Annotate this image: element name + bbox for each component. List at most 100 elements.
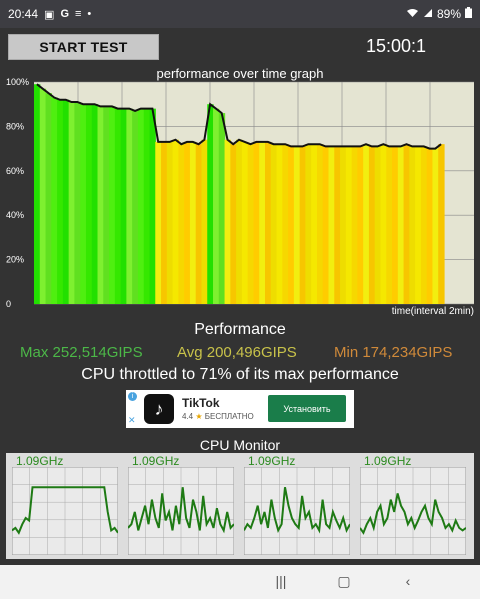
core-frequency: 1.09GHz [132, 454, 180, 468]
performance-bar [149, 108, 156, 304]
y-tick-label: 0 [6, 299, 11, 309]
ad-info-icon[interactable]: i [128, 392, 137, 401]
performance-bar [299, 146, 307, 304]
start-test-button[interactable]: START TEST [8, 34, 159, 60]
performance-bar [334, 146, 341, 304]
core-trace-chart [128, 467, 234, 555]
ad-app-name: TikTok [182, 396, 220, 410]
performance-bar [166, 141, 174, 304]
performance-bar [143, 108, 151, 304]
performance-bar [253, 141, 260, 304]
core-trace-chart [360, 467, 466, 555]
cpu-core-1: 1.09GHz [122, 453, 236, 559]
performance-chart: 0 20% 40% 60% 80% 100% [6, 77, 474, 309]
install-button[interactable]: Установить [268, 395, 346, 422]
tiktok-logo-icon: ♪ [144, 394, 174, 424]
performance-bar [68, 101, 76, 304]
core-trace-line [12, 486, 118, 535]
performance-bar [311, 144, 318, 304]
y-tick-label: 40% [6, 210, 24, 220]
performance-bar [184, 141, 191, 304]
throttle-summary: CPU throttled to 71% of its max performa… [81, 366, 399, 383]
star-icon: ★ [195, 412, 203, 421]
performance-bar [293, 146, 301, 304]
min-performance: Min 174,234GIPS [334, 344, 453, 361]
max-performance: Max 252,514GIPS [20, 344, 143, 361]
ad-banner[interactable]: i ✕ ♪ TikTok 4.4 ★ БЕСПЛАТНО Установить [126, 390, 354, 428]
performance-bar [114, 108, 122, 304]
performance-bar [380, 144, 387, 304]
cpu-core-2: 1.09GHz [238, 453, 352, 559]
performance-bar [432, 148, 439, 304]
performance-bar [201, 139, 208, 304]
back-icon[interactable]: ‹ [405, 573, 411, 589]
performance-bar [161, 141, 168, 304]
cpu-monitor-title: CPU Monitor [199, 437, 281, 453]
performance-bar [62, 99, 70, 304]
performance-bar [397, 146, 405, 304]
performance-bar [288, 146, 295, 304]
ad-meta: 4.4 ★ БЕСПЛАТНО [182, 412, 254, 421]
performance-bar [357, 146, 364, 304]
performance-bar [39, 88, 47, 304]
core-frequency: 1.09GHz [248, 454, 296, 468]
y-tick-label: 20% [6, 255, 24, 265]
performance-bar [247, 144, 255, 304]
performance-bar [51, 97, 58, 304]
performance-bar [120, 108, 127, 304]
performance-bar [45, 93, 52, 304]
test-timer: 15:00:1 [366, 36, 427, 56]
cpu-core-3: 1.09GHz [354, 453, 468, 559]
performance-bar [137, 108, 145, 304]
ad-rating: 4.4 [182, 412, 194, 421]
performance-bar [426, 148, 434, 304]
performance-bar [57, 99, 64, 304]
performance-bar [109, 106, 116, 304]
cpu-monitor-panel: 1.09GHz 1.09GHz 1.09GHz 1.09GHz [6, 453, 474, 559]
status-bar: 20:44 ▣ G ≡ • 89% [0, 0, 480, 28]
core-frequency: 1.09GHz [364, 454, 412, 468]
performance-bar [340, 146, 347, 304]
performance-bar [351, 146, 358, 304]
performance-bar [392, 146, 399, 304]
performance-bar [213, 108, 220, 304]
performance-bar [155, 141, 162, 304]
performance-bar [230, 144, 237, 304]
performance-bar [328, 146, 335, 304]
navigation-bar: ||| ▢ ‹ [0, 565, 480, 599]
performance-bar [282, 144, 289, 304]
cpu-core-0: 1.09GHz [6, 453, 120, 559]
performance-bar [322, 146, 330, 304]
performance-bar [207, 104, 214, 304]
performance-bar [34, 84, 41, 304]
performance-bar [368, 146, 376, 304]
performance-graph: 0 20% 40% 60% 80% 100% [0, 70, 480, 322]
performance-bar [409, 146, 416, 304]
performance-heading: Performance [194, 321, 286, 338]
core-trace-line [128, 487, 234, 534]
core-trace-chart [12, 467, 118, 555]
performance-bar [178, 144, 185, 304]
ad-price: БЕСПЛАТНО [204, 412, 254, 421]
performance-bar [218, 113, 226, 304]
recents-icon[interactable]: ||| [275, 573, 287, 589]
performance-bar [345, 146, 353, 304]
performance-bar [241, 141, 249, 304]
x-axis-label: time(interval 2min) [391, 306, 474, 317]
y-tick-label: 60% [6, 166, 24, 176]
avg-performance: Avg 200,496GIPS [177, 344, 297, 361]
performance-bar [259, 141, 266, 304]
core-frequency: 1.09GHz [16, 454, 64, 468]
performance-bar [103, 106, 110, 304]
ad-close-icon[interactable]: ✕ [128, 415, 136, 425]
performance-bar [438, 144, 445, 304]
battery-percent: 89% [436, 7, 461, 21]
status-time: 20:44 [8, 7, 39, 21]
performance-bar [132, 110, 139, 304]
home-icon[interactable]: ▢ [337, 573, 351, 589]
performance-bar [126, 108, 133, 304]
performance-bar [74, 101, 81, 304]
core-trace-line [244, 487, 350, 534]
performance-bar [97, 106, 104, 304]
wifi-icon [406, 8, 419, 21]
